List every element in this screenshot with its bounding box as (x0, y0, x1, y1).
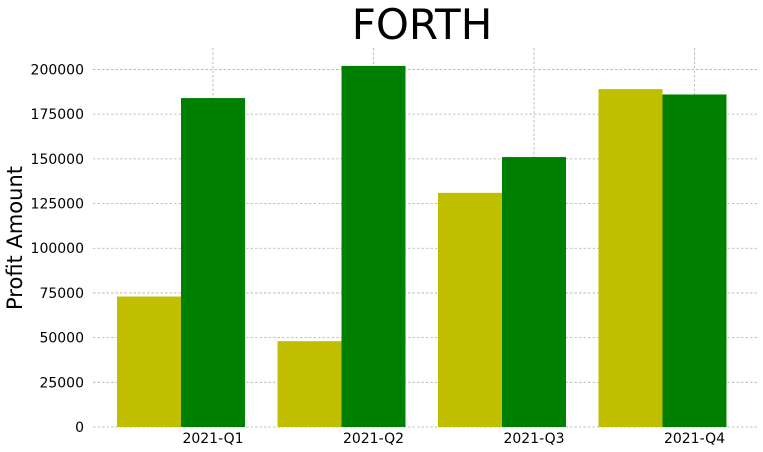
x-tick-label: 2021-Q2 (343, 431, 404, 447)
y-axis-label: Profit Amount (3, 166, 27, 310)
bar (438, 192, 502, 427)
bar (277, 341, 342, 427)
y-tick-label: 175000 (31, 107, 84, 123)
x-tick-label: 2021-Q4 (664, 431, 725, 447)
x-tick-label: 2021-Q3 (503, 431, 564, 447)
bar (117, 296, 181, 427)
bar (502, 157, 566, 427)
y-tick-label: 75000 (39, 286, 84, 302)
y-tick-label: 50000 (39, 331, 84, 347)
y-tick-label: 200000 (31, 62, 84, 78)
bar (341, 65, 406, 428)
y-tick-label: 0 (75, 420, 84, 436)
x-tick-labels: 2021-Q1 2021-Q2 2021-Q3 2021-Q4 (182, 431, 725, 447)
y-tick-labels: 0 25000 50000 75000 100000 125000 150000 175000… (31, 62, 84, 436)
y-tick-label: 100000 (31, 241, 84, 257)
y-tick-label: 125000 (31, 197, 84, 213)
y-tick-label: 150000 (31, 152, 84, 168)
bar (181, 98, 245, 427)
x-tick-label: 2021-Q1 (182, 431, 243, 447)
chart-title: FORTH (352, 0, 493, 49)
y-tick-label: 25000 (39, 375, 84, 391)
bars (117, 65, 727, 428)
bar (598, 89, 663, 428)
bar (662, 94, 727, 427)
